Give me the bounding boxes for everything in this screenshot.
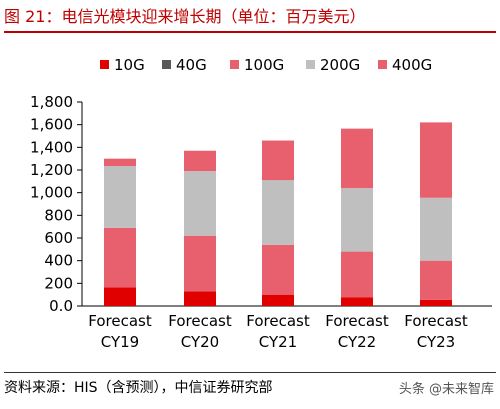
legend-swatch-40g — [162, 60, 171, 69]
legend-label-10g: 10G — [114, 56, 145, 74]
bar-segment-10g — [262, 294, 294, 306]
bar-segment-200g — [104, 166, 136, 228]
watermark: 头条 @未来智库 — [398, 382, 494, 397]
x-tick-label: CY22 — [338, 333, 376, 351]
x-tick-label: Forecast — [168, 312, 232, 330]
legend-label-40g: 40G — [176, 56, 207, 74]
legend: 10G 40G 100G 200G 400G — [100, 56, 432, 74]
bar-segment-400g — [184, 150, 216, 172]
legend-label-200g: 200G — [320, 56, 360, 74]
stacked-bar-chart: 10G 40G 100G 200G 400G 0.0 200 400 600 800 1,000 1… — [30, 56, 492, 351]
y-axis: 0.0 200 400 600 800 1,000 1,200 1,400 1,600 1,800 — [30, 93, 492, 315]
legend-label-100g: 100G — [244, 56, 284, 74]
x-tick-label: CY20 — [181, 333, 219, 351]
source-note: 资料来源：HIS（含预测），中信证券研究部 — [4, 380, 273, 396]
x-axis-labels: Forecast CY19 Forecast CY20 Forecast CY21 Fore… — [88, 312, 468, 351]
bar-segment-400g — [420, 122, 452, 198]
legend-swatch-10g — [100, 60, 109, 69]
bar-segment-10g — [420, 299, 452, 306]
y-tick-label: 1,000 — [30, 184, 73, 202]
bar-segment-100g — [341, 251, 373, 298]
x-tick-label: CY21 — [259, 333, 297, 351]
y-tick-label: 1,200 — [30, 161, 73, 179]
legend-swatch-400g — [378, 60, 387, 69]
bar-segment-200g — [341, 188, 373, 252]
bar-segment-200g — [184, 171, 216, 236]
source-rule — [4, 372, 496, 373]
y-tick-label: 0.0 — [49, 297, 73, 315]
y-tick-label: 600 — [44, 229, 73, 247]
y-tick-label: 1,400 — [30, 138, 73, 156]
legend-label-400g: 400G — [392, 56, 432, 74]
bar-segment-100g — [262, 244, 294, 295]
y-tick-label: 200 — [44, 274, 73, 292]
bar-segment-400g — [104, 158, 136, 167]
x-tick-label: Forecast — [325, 312, 389, 330]
x-tick-label: Forecast — [404, 312, 468, 330]
y-tick-label: 1,600 — [30, 116, 73, 134]
bar-segment-200g — [420, 197, 452, 261]
figure-title: 图 21：电信光模块迎来增长期（单位：百万美元） — [4, 7, 366, 26]
bar-segment-400g — [341, 128, 373, 189]
x-tick-label: Forecast — [88, 312, 152, 330]
bars — [104, 122, 452, 306]
bar-segment-400g — [262, 140, 294, 181]
x-tick-label: CY19 — [101, 333, 139, 351]
x-tick-label: CY23 — [417, 333, 455, 351]
y-tick-label: 400 — [44, 252, 73, 270]
y-tick-label: 800 — [44, 206, 73, 224]
y-tick-label: 1,800 — [30, 93, 73, 111]
bar-segment-10g — [341, 297, 373, 306]
bar-segment-10g — [184, 291, 216, 306]
legend-swatch-100g — [230, 60, 239, 69]
legend-swatch-200g — [306, 60, 315, 69]
x-tick-label: Forecast — [246, 312, 310, 330]
bar-segment-200g — [262, 180, 294, 245]
bar-segment-10g — [104, 287, 136, 306]
bar-segment-100g — [104, 227, 136, 288]
bar-segment-100g — [420, 260, 452, 300]
title-rule — [4, 31, 496, 33]
bar-segment-100g — [184, 235, 216, 292]
